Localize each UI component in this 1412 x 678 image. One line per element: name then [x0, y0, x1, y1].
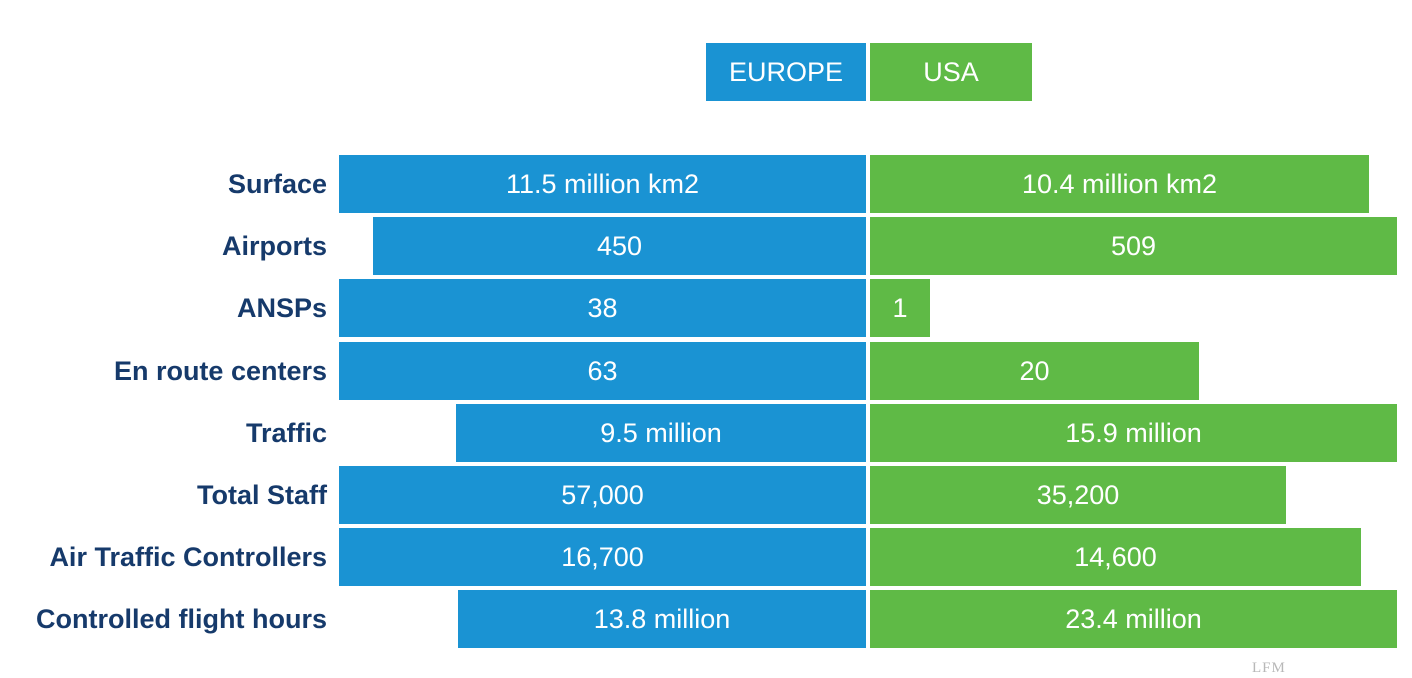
europe-value-label: 16,700 — [561, 541, 644, 572]
usa-value-label: 23.4 million — [1065, 603, 1202, 634]
row-label: ANSPs — [236, 292, 327, 323]
europe-bar — [373, 217, 866, 275]
row-label: En route centers — [113, 355, 327, 386]
usa-bar — [870, 217, 1397, 275]
europe-value-label: 13.8 million — [593, 603, 731, 634]
usa-value-label: 509 — [1110, 230, 1157, 261]
europe-bar — [339, 279, 866, 337]
row-label: Controlled flight hours — [36, 603, 327, 634]
usa-bar — [870, 155, 1369, 213]
watermark-logo: LFM — [1252, 660, 1286, 676]
usa-value-label: 10.4 million km2 — [1021, 168, 1218, 199]
usa-value-label: 15.9 million — [1065, 417, 1202, 448]
usa-value-label: 35,200 — [1036, 479, 1120, 510]
europe-value-label: 57,000 — [561, 479, 644, 510]
usa-bar — [870, 590, 1397, 648]
europe-value-label: 11.5 million km2 — [505, 168, 700, 199]
europe-bar — [339, 342, 866, 400]
row-label: Total Staff — [197, 479, 327, 510]
usa-value-label: 1 — [892, 292, 908, 323]
row-label: Airports — [221, 230, 327, 261]
usa-bar — [870, 404, 1397, 462]
row-label: Traffic — [245, 417, 327, 448]
europe-bar — [339, 155, 866, 213]
europe-value-label: 63 — [587, 355, 618, 386]
usa-value-label: 20 — [1019, 355, 1050, 386]
usa-bar — [870, 342, 1199, 400]
usa-bar — [870, 279, 930, 337]
europe-value-label: 38 — [587, 292, 618, 323]
row-label: Air Traffic Controllers — [49, 541, 327, 572]
usa-bar — [870, 528, 1361, 586]
europe-bar — [458, 590, 866, 648]
usa-bar — [870, 466, 1286, 524]
usa-value-label: 14,600 — [1074, 541, 1157, 572]
europe-value-label: 450 — [596, 230, 643, 261]
europe-bar — [339, 466, 866, 524]
europe-bar — [456, 404, 866, 462]
europe-bar — [339, 528, 866, 586]
legend-usa: USA — [870, 43, 1032, 101]
row-label: Surface — [227, 168, 327, 199]
europe-value-label: 9.5 million — [600, 417, 722, 448]
legend-europe: EUROPE — [706, 43, 866, 101]
